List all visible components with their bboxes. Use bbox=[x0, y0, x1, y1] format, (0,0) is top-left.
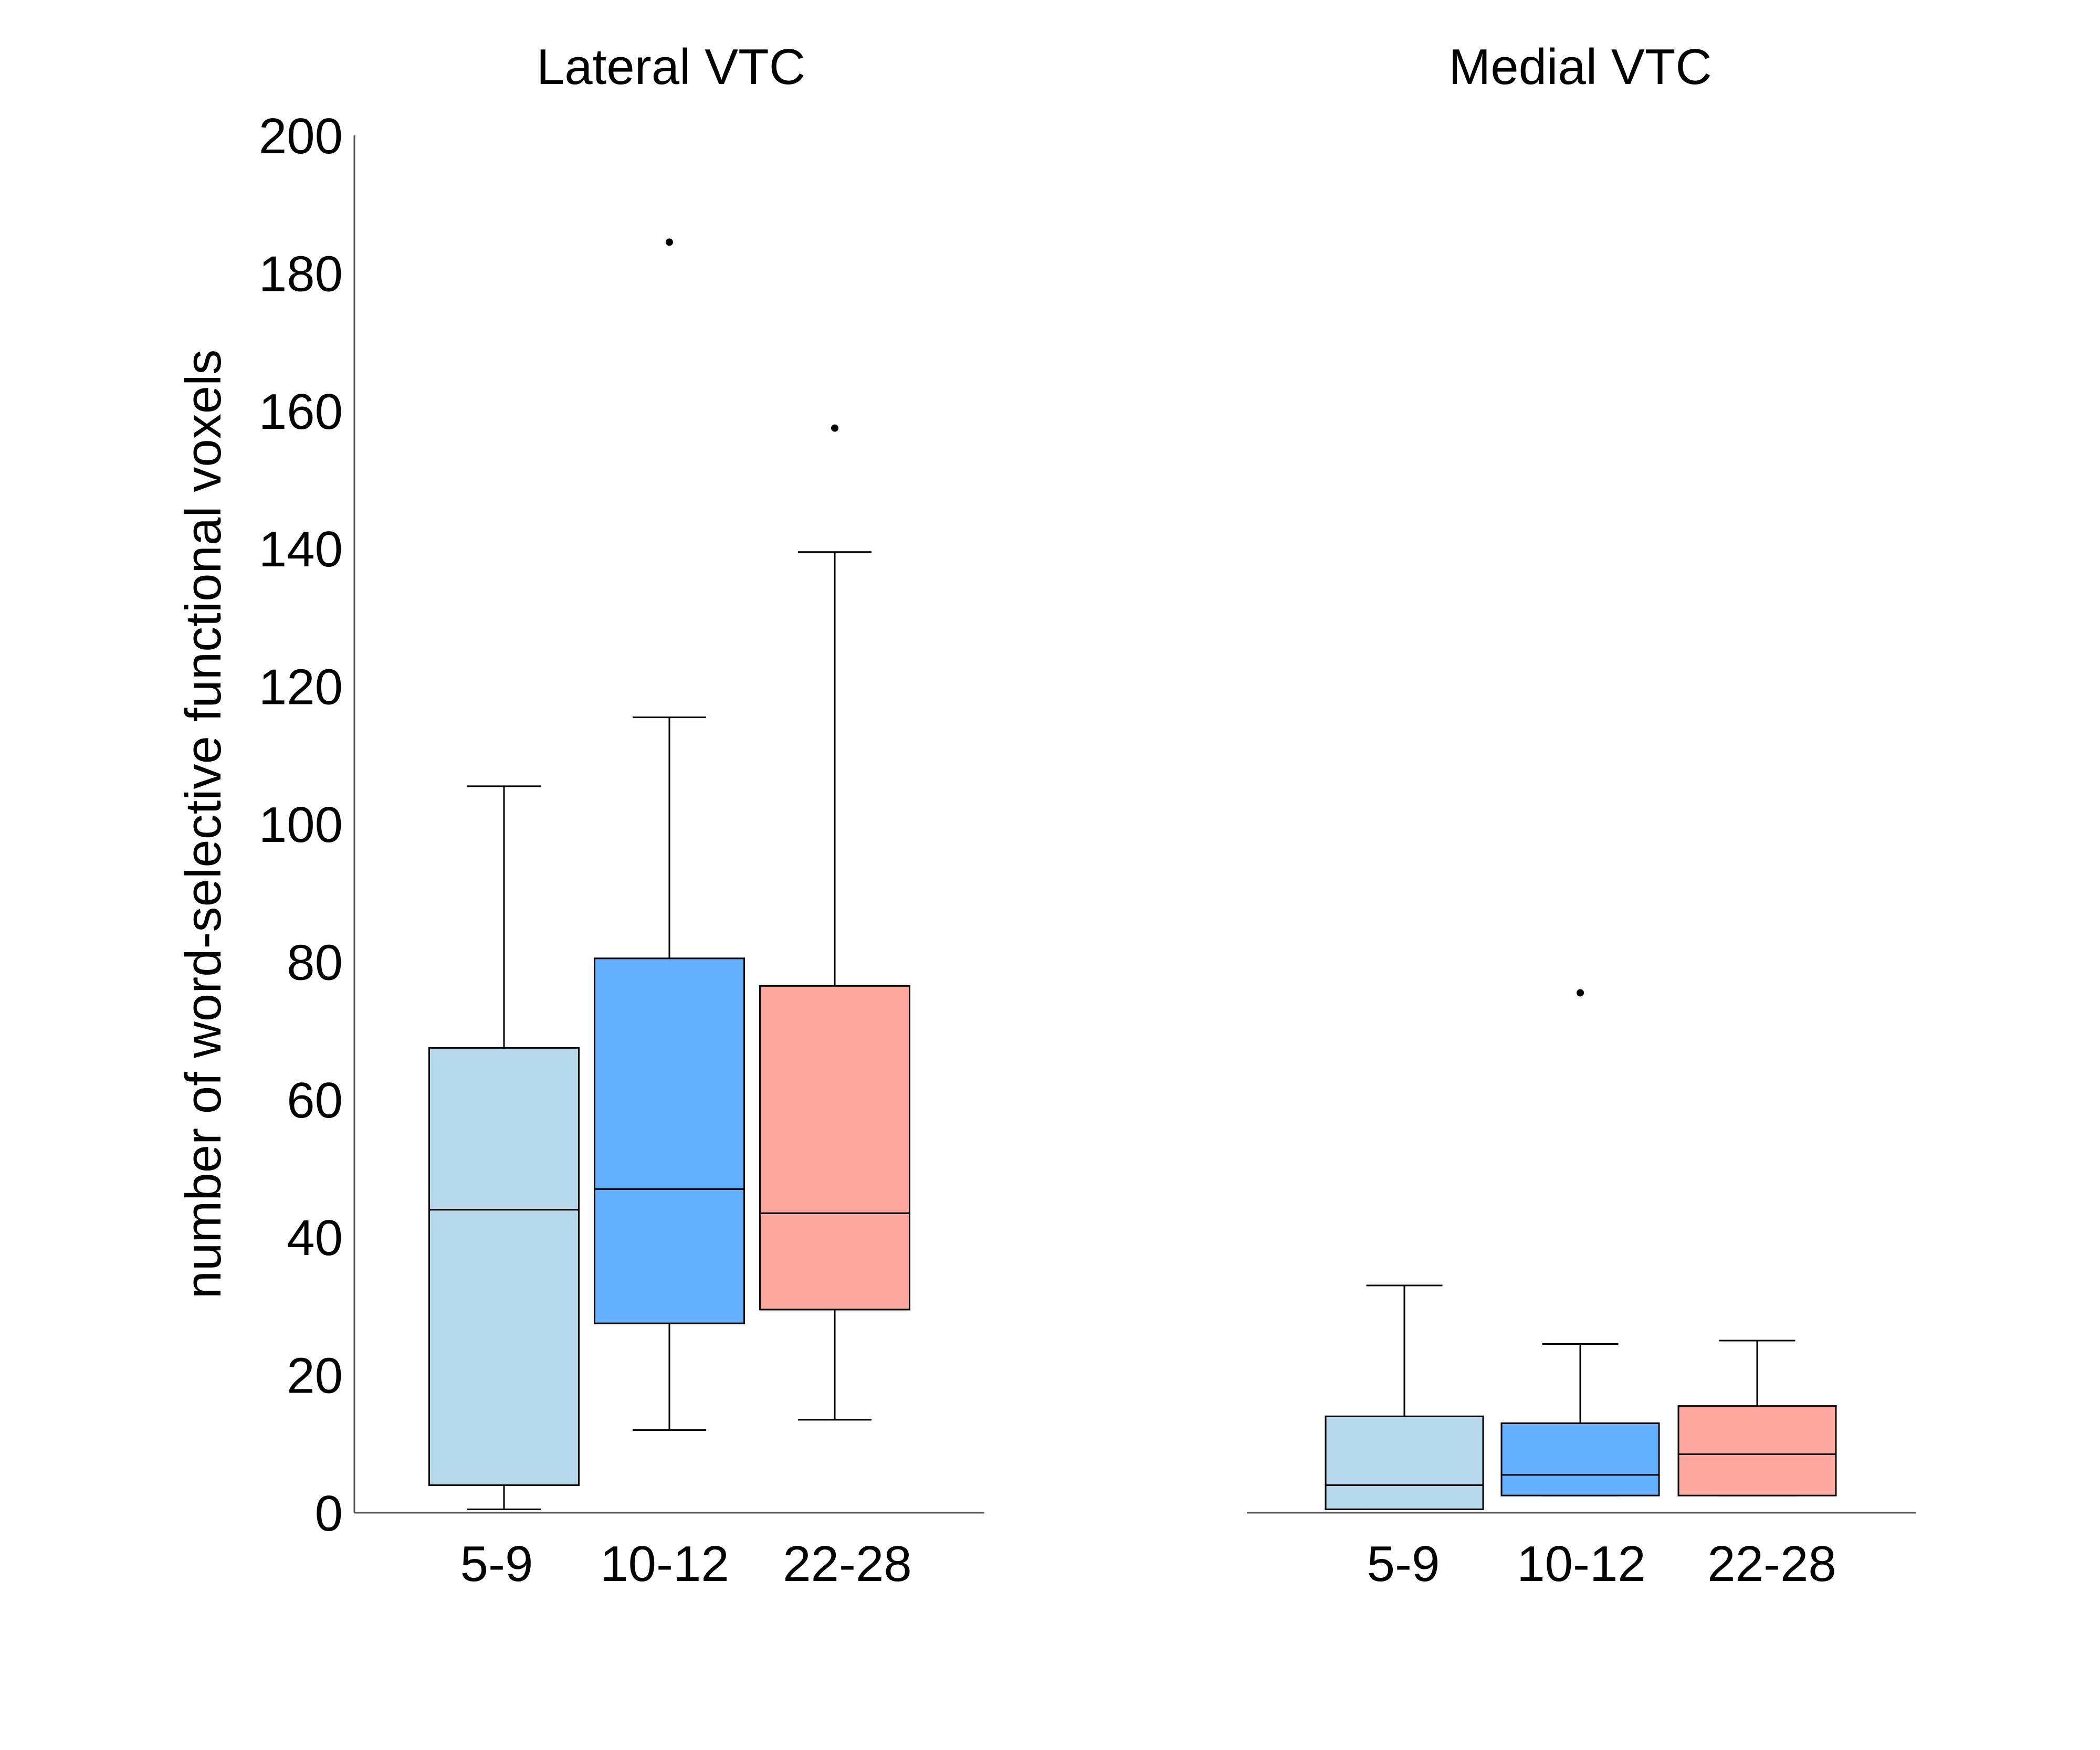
x-tick-label: 10-12 bbox=[600, 1536, 729, 1592]
x-tick-label: 22-28 bbox=[1707, 1536, 1836, 1592]
y-tick-label: 40 bbox=[287, 1210, 343, 1266]
y-tick-label: 200 bbox=[259, 108, 343, 164]
panel-title: Lateral VTC bbox=[537, 39, 805, 95]
chart-panels: Lateral VTC 0 20 40 60 80 100 120 140 160 180 200 nu… bbox=[175, 39, 1916, 1592]
y-tick-label: 120 bbox=[259, 659, 343, 715]
panel-2: Medial VTC 5-9 10-12 22-28 bbox=[1247, 39, 1916, 1592]
outlier-point bbox=[666, 238, 673, 246]
box-body bbox=[1677, 1405, 1837, 1496]
y-tick-label: 60 bbox=[287, 1072, 343, 1129]
box-body bbox=[594, 957, 745, 1324]
x-tick-label: 5-9 bbox=[460, 1536, 533, 1592]
box-10-12: 10-12 bbox=[594, 238, 745, 1592]
outlier-point bbox=[1577, 989, 1584, 997]
box-body bbox=[428, 1047, 580, 1487]
y-tick-label: 0 bbox=[315, 1485, 343, 1542]
box-10-12: 10-12 bbox=[1500, 989, 1660, 1592]
y-tick-label: 100 bbox=[259, 797, 343, 853]
y-tick-label: 80 bbox=[287, 934, 343, 990]
y-tick-label: 20 bbox=[287, 1348, 343, 1404]
box-body bbox=[1325, 1415, 1484, 1510]
outlier-point bbox=[831, 424, 838, 432]
x-tick-label: 22-28 bbox=[783, 1536, 912, 1592]
panel-1: Lateral VTC 0 20 40 60 80 100 120 140 160 180 200 nu… bbox=[175, 39, 984, 1592]
y-tick-label: 140 bbox=[259, 521, 343, 577]
box-body bbox=[759, 985, 910, 1311]
box-body bbox=[1500, 1422, 1660, 1496]
x-tick-label: 10-12 bbox=[1517, 1536, 1646, 1592]
box-22-28: 22-28 bbox=[759, 424, 912, 1592]
x-tick-label: 5-9 bbox=[1367, 1536, 1440, 1592]
panel-title: Medial VTC bbox=[1448, 39, 1712, 95]
y-tick-label: 160 bbox=[259, 384, 343, 440]
box-22-28: 22-28 bbox=[1677, 1340, 1837, 1592]
y-axis-label: number of word-selective functional voxe… bbox=[175, 350, 232, 1299]
y-tick-label: 180 bbox=[259, 246, 343, 302]
box-5-9: 5-9 bbox=[1325, 1284, 1484, 1592]
box-5-9: 5-9 bbox=[428, 785, 580, 1592]
